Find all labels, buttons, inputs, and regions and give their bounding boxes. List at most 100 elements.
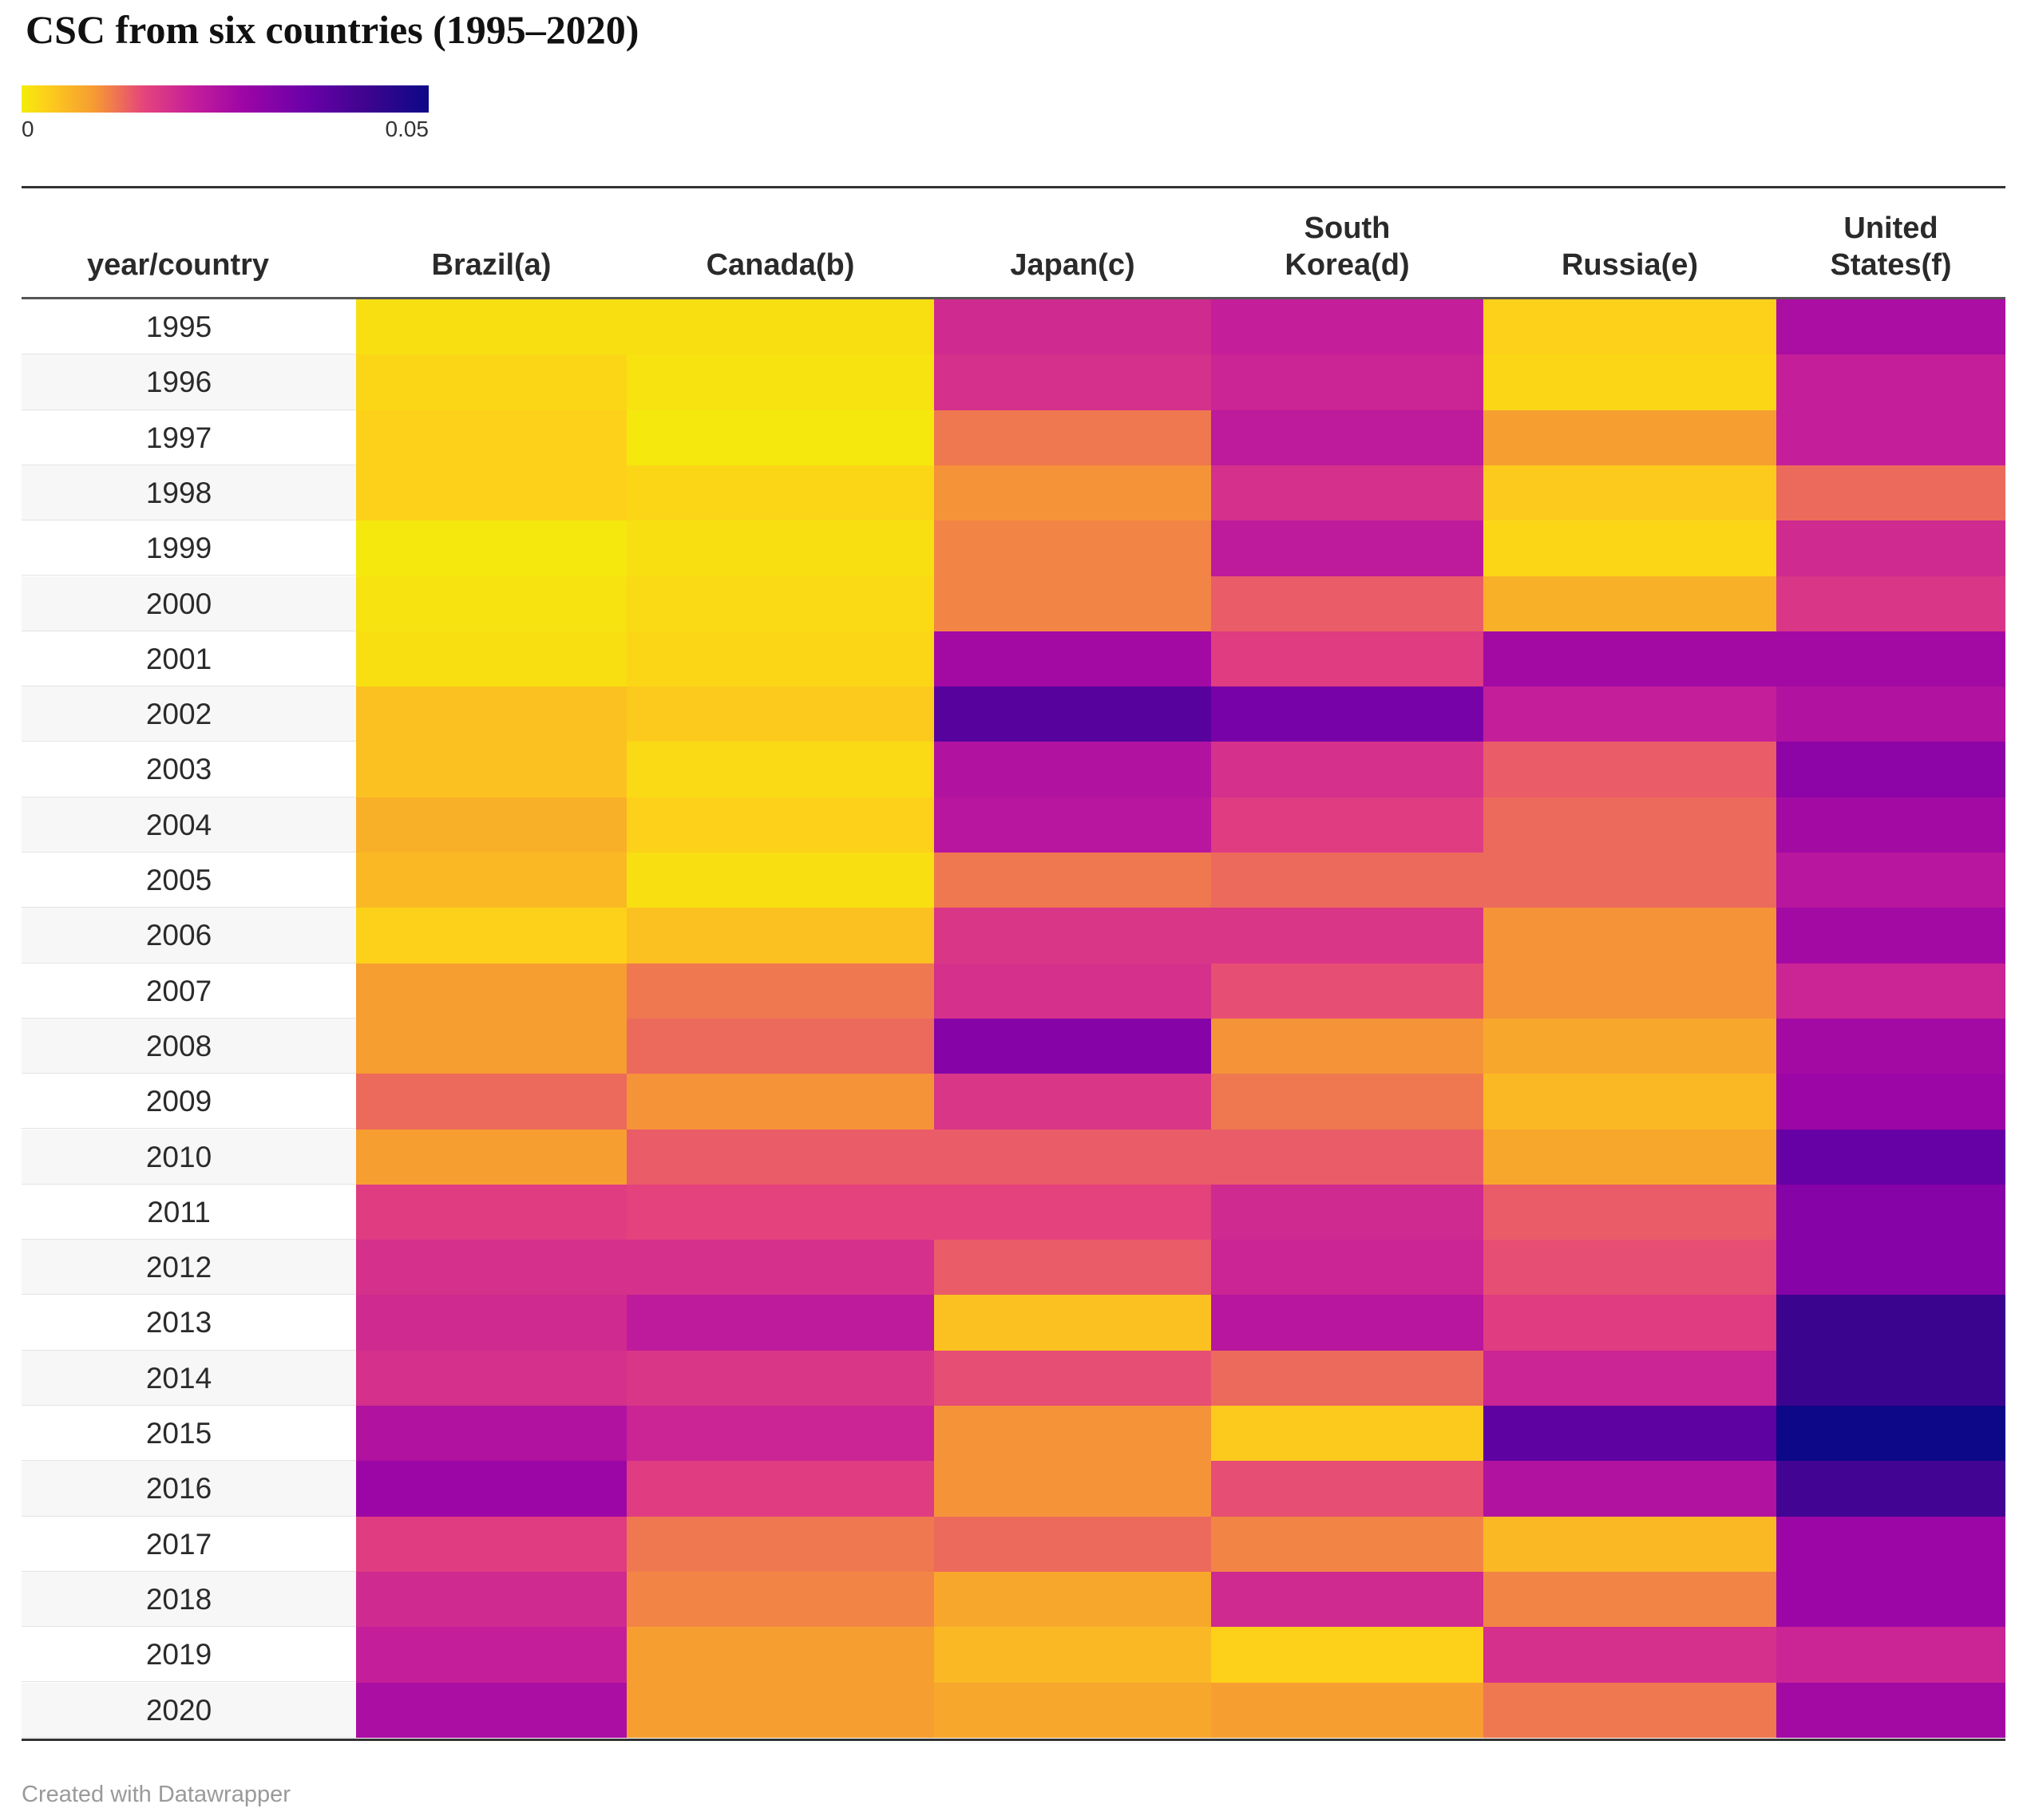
row-label: 2002 — [145, 698, 212, 731]
row-label: 2005 — [145, 864, 212, 896]
heatmap-cell — [1211, 853, 1483, 908]
heatmap-cell — [1483, 410, 1776, 466]
heatmap-cell — [1776, 1627, 2005, 1684]
row-label: 1999 — [145, 532, 212, 565]
row-background — [22, 1461, 356, 1517]
heatmap-cell — [356, 631, 627, 687]
heatmap-cell — [1483, 797, 1776, 853]
column-header: United States(f) — [1830, 212, 1952, 282]
heatmap-cell — [627, 1129, 934, 1185]
heatmap-cell — [1776, 1461, 2005, 1517]
heatmap-cell — [356, 853, 627, 908]
row-label: 1997 — [145, 421, 212, 454]
heatmap-cell — [1483, 1627, 1776, 1684]
heatmap-cell — [356, 465, 627, 521]
heatmap-cell — [1211, 1240, 1483, 1296]
row-background — [22, 1571, 356, 1628]
heatmap-cell — [934, 299, 1211, 355]
heatmap-cell — [356, 686, 627, 742]
heatmap-cell — [1211, 1461, 1483, 1517]
heatmap-cell — [627, 1018, 934, 1074]
heatmap-cell — [356, 1074, 627, 1130]
heatmap-cell — [1211, 797, 1483, 853]
row-background — [22, 1406, 356, 1462]
heatmap-cell — [1211, 1018, 1483, 1074]
heatmap-cell — [934, 1516, 1211, 1573]
row-background — [22, 1074, 356, 1130]
heatmap-cell — [1483, 354, 1776, 411]
heatmap-cell — [934, 1406, 1211, 1462]
heatmap-cell — [1483, 1350, 1776, 1407]
heatmap-cell — [1776, 520, 2005, 577]
heatmap-cell — [627, 520, 934, 577]
column-header: South Korea(d) — [1285, 212, 1410, 282]
row-background — [22, 908, 356, 963]
legend-max-label: 0.05 — [385, 117, 430, 141]
row-label: 2015 — [145, 1417, 212, 1450]
heatmap-cell — [1211, 1074, 1483, 1130]
heatmap-cell — [1211, 465, 1483, 521]
heatmap-cell — [356, 1018, 627, 1074]
heatmap-cell — [356, 1406, 627, 1462]
row-label: 2020 — [145, 1693, 212, 1727]
heatmap-cell — [1211, 1406, 1483, 1462]
heatmap-cell — [627, 1184, 934, 1240]
row-background — [22, 1350, 356, 1406]
heatmap-cell — [1211, 354, 1483, 411]
heatmap-cell — [356, 410, 627, 466]
heatmap-cell — [1211, 1184, 1483, 1240]
heatmap-cell — [1483, 1571, 1776, 1628]
heatmap-cell — [356, 1516, 627, 1573]
heatmap-cell — [1483, 299, 1776, 355]
heatmap-cell — [627, 299, 934, 355]
heatmap-cell — [934, 1074, 1211, 1130]
row-label: 2017 — [145, 1527, 212, 1561]
heatmap-cell — [1211, 576, 1483, 632]
heatmap-cell — [1211, 1682, 1483, 1739]
row-label: 2003 — [145, 753, 212, 786]
heatmap-cell — [1483, 1406, 1776, 1462]
heatmap-cell — [356, 1129, 627, 1185]
heatmap-cell — [1776, 686, 2005, 742]
heatmap-cell — [1211, 1129, 1483, 1185]
heatmap-cell — [1211, 299, 1483, 355]
heatmap-cell — [627, 631, 934, 687]
heatmap-cell — [356, 797, 627, 853]
heatmap-cell — [934, 1184, 1211, 1240]
heatmap-cell — [934, 1240, 1211, 1296]
heatmap-cell — [934, 1571, 1211, 1628]
heatmap-cell — [934, 631, 1211, 687]
heatmap-cell — [934, 1018, 1211, 1074]
heatmap-cell — [1483, 963, 1776, 1019]
heatmap-cell — [1211, 1295, 1483, 1351]
heatmap-cell — [1776, 1516, 2005, 1573]
heatmap-cell — [627, 1350, 934, 1407]
heatmap-cell — [934, 520, 1211, 577]
heatmap-cell — [1776, 1240, 2005, 1296]
heatmap-cell — [1483, 520, 1776, 577]
heatmap-cell — [627, 1461, 934, 1517]
heatmap-cell — [1776, 742, 2005, 798]
heatmap-cell — [1776, 963, 2005, 1019]
heatmap-cell — [356, 1571, 627, 1628]
heatmap-cell — [627, 410, 934, 466]
heatmap-cell — [627, 354, 934, 411]
row-background — [22, 1682, 356, 1738]
heatmap-cell — [1776, 1184, 2005, 1240]
row-label: 2008 — [145, 1029, 212, 1062]
heatmap-cell — [1776, 1406, 2005, 1462]
row-label: 1998 — [145, 476, 212, 509]
heatmap-cell — [1211, 1350, 1483, 1407]
heatmap-cell — [1776, 299, 2005, 355]
heatmap-cell — [627, 1571, 934, 1628]
heatmap-cell — [356, 742, 627, 798]
heatmap-cell — [934, 410, 1211, 466]
heatmap-cell — [934, 1129, 1211, 1185]
heatmap-cell — [356, 1627, 627, 1684]
row-label: 2000 — [145, 587, 212, 620]
row-background — [22, 465, 356, 521]
column-header: Russia(e) — [1561, 248, 1699, 282]
row-background — [22, 576, 356, 631]
heatmap-cell — [1483, 742, 1776, 798]
